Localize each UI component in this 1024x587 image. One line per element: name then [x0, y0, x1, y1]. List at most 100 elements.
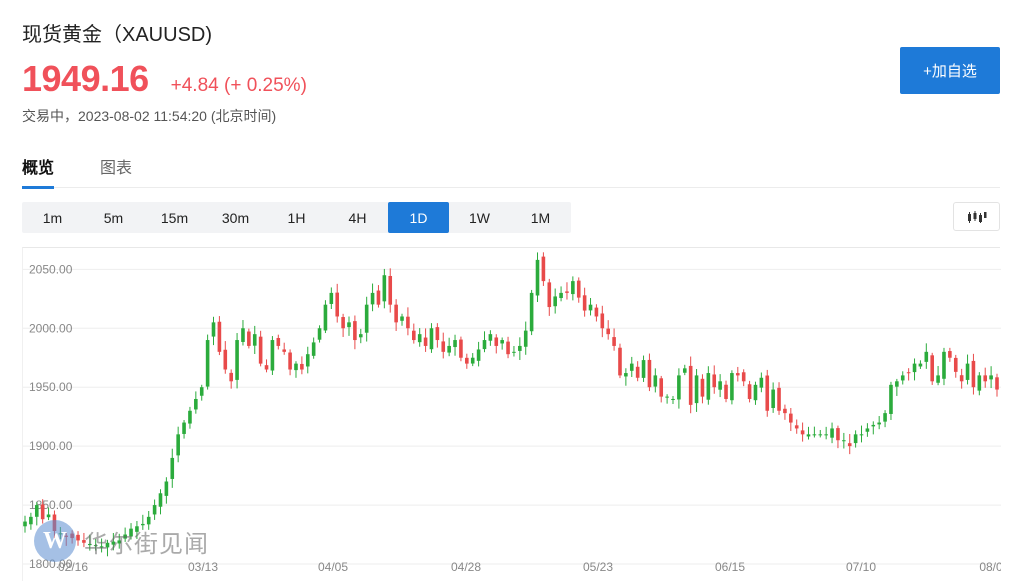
candle-body	[335, 292, 340, 317]
candle-body	[806, 434, 811, 437]
candle-body	[812, 434, 817, 436]
candle-body	[953, 357, 958, 372]
price-row: 1949.16 +4.84 (+ 0.25%)	[22, 58, 307, 100]
candle-body	[783, 408, 787, 414]
candle-body	[936, 375, 940, 383]
tab-overview[interactable]: 概览	[22, 152, 55, 189]
candle-body	[470, 357, 475, 364]
period-selector: 1m 5m 15m 30m 1H 4H 1D 1W 1M	[22, 202, 571, 233]
candle-body	[600, 313, 605, 329]
candle-body	[565, 291, 569, 293]
candle-body	[730, 373, 734, 401]
candle-body	[629, 363, 634, 371]
candle-body	[364, 304, 369, 333]
candle-body	[29, 516, 33, 525]
candle-body	[34, 505, 39, 517]
candle-body	[229, 372, 233, 382]
candle-body	[158, 493, 163, 507]
watermark: W 华尔街见闻	[34, 520, 209, 562]
candle-body	[105, 542, 110, 548]
candle-body	[688, 365, 693, 405]
period-1h[interactable]: 1H	[287, 209, 306, 226]
period-1w[interactable]: 1W	[469, 209, 490, 226]
candle-body	[465, 357, 469, 364]
price-change: +4.84 (+ 0.25%)	[170, 75, 307, 96]
candle-body	[194, 398, 198, 410]
candle-body	[682, 368, 687, 373]
candle-body	[211, 322, 216, 337]
candle-body	[217, 321, 222, 352]
candle-body	[111, 541, 116, 545]
candle-body	[241, 328, 245, 342]
watermark-text: 华尔街见闻	[84, 529, 209, 558]
candle-body	[294, 363, 298, 371]
candle-body	[912, 363, 917, 373]
tab-chart[interactable]: 图表	[100, 160, 133, 177]
candle-body	[659, 378, 664, 397]
period-1d[interactable]: 1D	[388, 202, 449, 233]
candle-body	[223, 349, 228, 370]
candle-body	[518, 345, 522, 351]
candle-body	[423, 337, 428, 346]
candle-body	[877, 422, 881, 425]
candle-body	[942, 351, 946, 379]
period-15m[interactable]: 15m	[160, 209, 189, 226]
candle-body	[23, 521, 27, 527]
x-tick-label: 03/13	[188, 560, 218, 574]
candle-body	[282, 349, 286, 352]
candle-body	[252, 334, 257, 346]
candle-body	[718, 381, 722, 390]
candle-body	[553, 296, 557, 307]
candle-body	[370, 292, 375, 305]
candle-body	[529, 292, 534, 332]
candle-body	[948, 351, 952, 358]
candle-body	[789, 413, 793, 423]
candle-body	[612, 337, 616, 346]
candle-body	[983, 375, 988, 382]
candle-body	[747, 384, 752, 399]
candle-body	[46, 514, 51, 518]
candle-body	[847, 443, 852, 447]
candle-body	[965, 363, 970, 380]
candle-body	[476, 349, 481, 361]
candle-body	[777, 387, 781, 411]
period-5m[interactable]: 5m	[103, 209, 124, 226]
period-30m[interactable]: 30m	[221, 209, 250, 226]
chart-type-button[interactable]	[953, 202, 1000, 231]
candle-body	[535, 259, 540, 296]
x-tick-label: 06/15	[715, 560, 745, 574]
candle-body	[830, 428, 834, 438]
candle-body	[759, 377, 764, 388]
candle-body	[176, 434, 180, 456]
candle-body	[571, 281, 575, 295]
add-to-watchlist-button[interactable]: +加自选	[900, 47, 1000, 94]
candle-body	[152, 505, 157, 515]
candlestick-icon	[967, 210, 986, 223]
candle-body	[382, 275, 387, 302]
candle-body	[924, 351, 929, 362]
period-1mo[interactable]: 1M	[530, 209, 551, 226]
candle-body	[753, 384, 758, 401]
candle-body	[235, 340, 239, 380]
price-chart[interactable]: 2050.00 2000.00 1950.00 1900.00 1850.00 1800.…	[22, 247, 1003, 581]
candle-body	[300, 363, 304, 370]
candle-body	[488, 334, 493, 341]
period-4h[interactable]: 4H	[348, 209, 367, 226]
candle-body	[765, 375, 770, 411]
candle-body	[276, 337, 281, 346]
candle-body	[353, 321, 357, 341]
candle-body	[971, 360, 976, 388]
candle-body	[258, 336, 263, 364]
candle-body	[800, 430, 805, 435]
candlestick-chart-svg: 2050.002000.001950.001900.001850.001800.…	[23, 252, 1003, 574]
candle-body	[199, 387, 204, 396]
candle-body	[82, 540, 86, 543]
x-tick-label: 02/16	[58, 560, 88, 574]
candle-body	[40, 504, 45, 520]
candle-body	[918, 363, 923, 367]
candle-body	[311, 342, 316, 356]
period-1m[interactable]: 1m	[42, 209, 63, 226]
candle-body	[906, 372, 911, 374]
candle-body	[576, 280, 581, 298]
candle-body	[794, 425, 799, 429]
